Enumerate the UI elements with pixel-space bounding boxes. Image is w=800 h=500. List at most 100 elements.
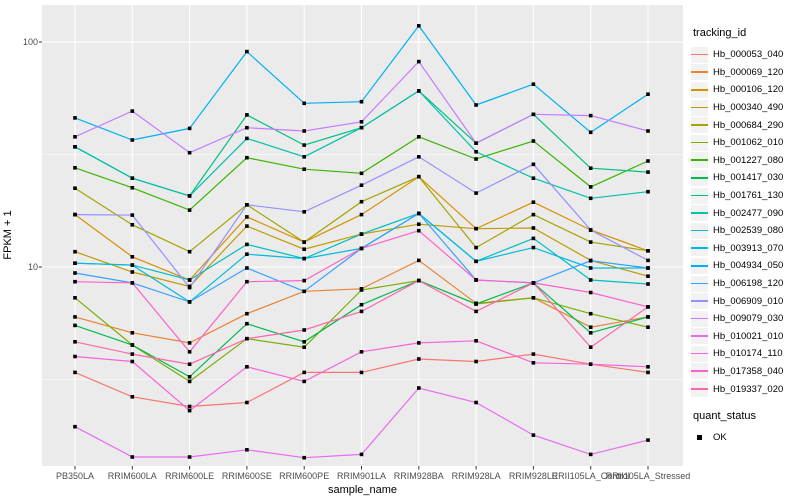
- data-point-marker: [245, 136, 249, 141]
- legend-item: Hb_001227_080: [691, 152, 799, 170]
- y-axis-title: FPKM + 1: [2, 210, 14, 260]
- data-point-marker: [73, 166, 77, 170]
- data-point-marker: [302, 278, 306, 283]
- legend-item-label: Hb_001417_030: [713, 172, 784, 184]
- data-point-marker: [531, 82, 536, 86]
- legend-item-label: Hb_001761_130: [713, 190, 784, 202]
- y-tick-label-100: 100: [22, 37, 38, 47]
- legend-key-line-icon: [691, 293, 708, 310]
- data-point-marker: [359, 232, 364, 236]
- data-point-marker: [646, 258, 650, 263]
- legend-title-tracking-id: tracking_id: [693, 27, 747, 39]
- data-point-marker: [302, 240, 306, 244]
- legend-item-label: Hb_006909_010: [713, 295, 784, 307]
- x-axis-title: sample_name: [327, 484, 398, 496]
- legend-key-line-icon: [691, 310, 708, 327]
- data-point-marker: [73, 296, 77, 300]
- y-tick-label-10: 10: [27, 262, 38, 272]
- data-point-marker: [130, 138, 135, 142]
- legend-item-label: Hb_000106_120: [713, 84, 784, 96]
- data-point-marker: [531, 281, 536, 285]
- data-point-marker: [302, 370, 306, 375]
- data-point-marker: [359, 183, 364, 187]
- data-point-marker: [245, 321, 249, 326]
- data-point-marker: [646, 315, 650, 319]
- data-point-marker: [302, 379, 306, 384]
- data-point-marker: [73, 249, 77, 254]
- legend-item-label: Hb_019337_020: [713, 383, 784, 395]
- data-point-marker: [531, 361, 536, 365]
- data-point-marker: [73, 145, 77, 149]
- data-point-marker: [359, 171, 364, 176]
- data-point-marker: [245, 155, 249, 160]
- legend-item: Hb_000053_040: [691, 46, 799, 64]
- data-point-marker: [417, 155, 421, 159]
- data-point-marker: [417, 59, 421, 64]
- data-point-marker: [474, 302, 478, 306]
- data-point-marker: [474, 191, 478, 195]
- data-point-marker: [417, 357, 421, 361]
- data-point-marker: [531, 212, 536, 217]
- legend-item: Hb_000069_120: [691, 64, 799, 82]
- legend-key-line-icon: [691, 275, 708, 292]
- data-point-marker: [417, 386, 421, 390]
- legend-item-label: Hb_017358_040: [713, 365, 784, 377]
- data-point-marker: [474, 141, 478, 145]
- data-point-marker: [130, 395, 135, 399]
- data-point-marker: [245, 49, 249, 54]
- legend-key-line-icon: [691, 99, 708, 116]
- data-point-marker: [588, 185, 593, 189]
- data-point-marker: [130, 352, 135, 356]
- x-tick-label: RRIM928BA: [394, 471, 444, 481]
- legend-item: Hb_002539_080: [691, 222, 799, 240]
- data-point-marker: [302, 247, 306, 251]
- legend-item: Hb_000684_290: [691, 116, 799, 134]
- legend-item: Hb_010174_110: [691, 345, 799, 363]
- data-point-marker: [73, 279, 77, 284]
- data-point-marker: [588, 290, 593, 295]
- data-point-marker: [187, 341, 192, 345]
- legend-key-line-icon: [691, 152, 708, 169]
- data-point-marker: [187, 194, 192, 198]
- data-point-marker: [474, 359, 478, 364]
- data-point-marker: [187, 404, 192, 409]
- data-point-marker: [245, 279, 249, 284]
- data-point-marker: [417, 258, 421, 263]
- data-point-marker: [187, 208, 192, 212]
- data-point-marker: [646, 159, 650, 163]
- legend-key-line-icon: [691, 81, 708, 98]
- legend-item: Hb_010021_010: [691, 328, 799, 346]
- x-tick-label: RRIM600SE: [222, 471, 272, 481]
- data-point-marker: [588, 311, 593, 316]
- legend-tracking-items: Hb_000053_040 Hb_000069_120 Hb_000106_120 H…: [691, 46, 799, 398]
- data-point-marker: [474, 400, 478, 405]
- legend-item: Hb_019337_020: [691, 380, 799, 398]
- data-point-marker: [417, 174, 421, 179]
- data-point-marker: [646, 266, 650, 270]
- legend-item-label: Hb_003913_070: [713, 242, 784, 254]
- data-point-marker: [73, 261, 77, 265]
- data-point-marker: [646, 274, 650, 278]
- data-point-marker: [359, 452, 364, 457]
- data-point-marker: [417, 228, 421, 233]
- legend-item-label: Hb_010174_110: [713, 348, 783, 360]
- legend-item-label: Hb_000053_040: [713, 49, 784, 61]
- data-point-marker: [187, 350, 192, 354]
- data-point-marker: [130, 281, 135, 285]
- data-point-marker: [73, 116, 77, 120]
- data-point-marker: [245, 203, 249, 207]
- data-point-marker: [245, 400, 249, 405]
- data-point-marker: [588, 331, 593, 335]
- data-point-marker: [245, 266, 249, 270]
- data-point-marker: [130, 213, 135, 217]
- legend-item-quant: OK: [691, 429, 799, 447]
- legend-key-line-icon: [691, 222, 708, 239]
- x-tick-label: RRIM600LA: [108, 471, 157, 481]
- data-point-marker: [474, 226, 478, 231]
- data-point-marker: [187, 300, 192, 304]
- x-tick-label: RRIM928LA: [452, 471, 501, 481]
- data-point-marker: [588, 228, 593, 232]
- data-point-marker: [245, 224, 249, 228]
- data-point-marker: [474, 103, 478, 107]
